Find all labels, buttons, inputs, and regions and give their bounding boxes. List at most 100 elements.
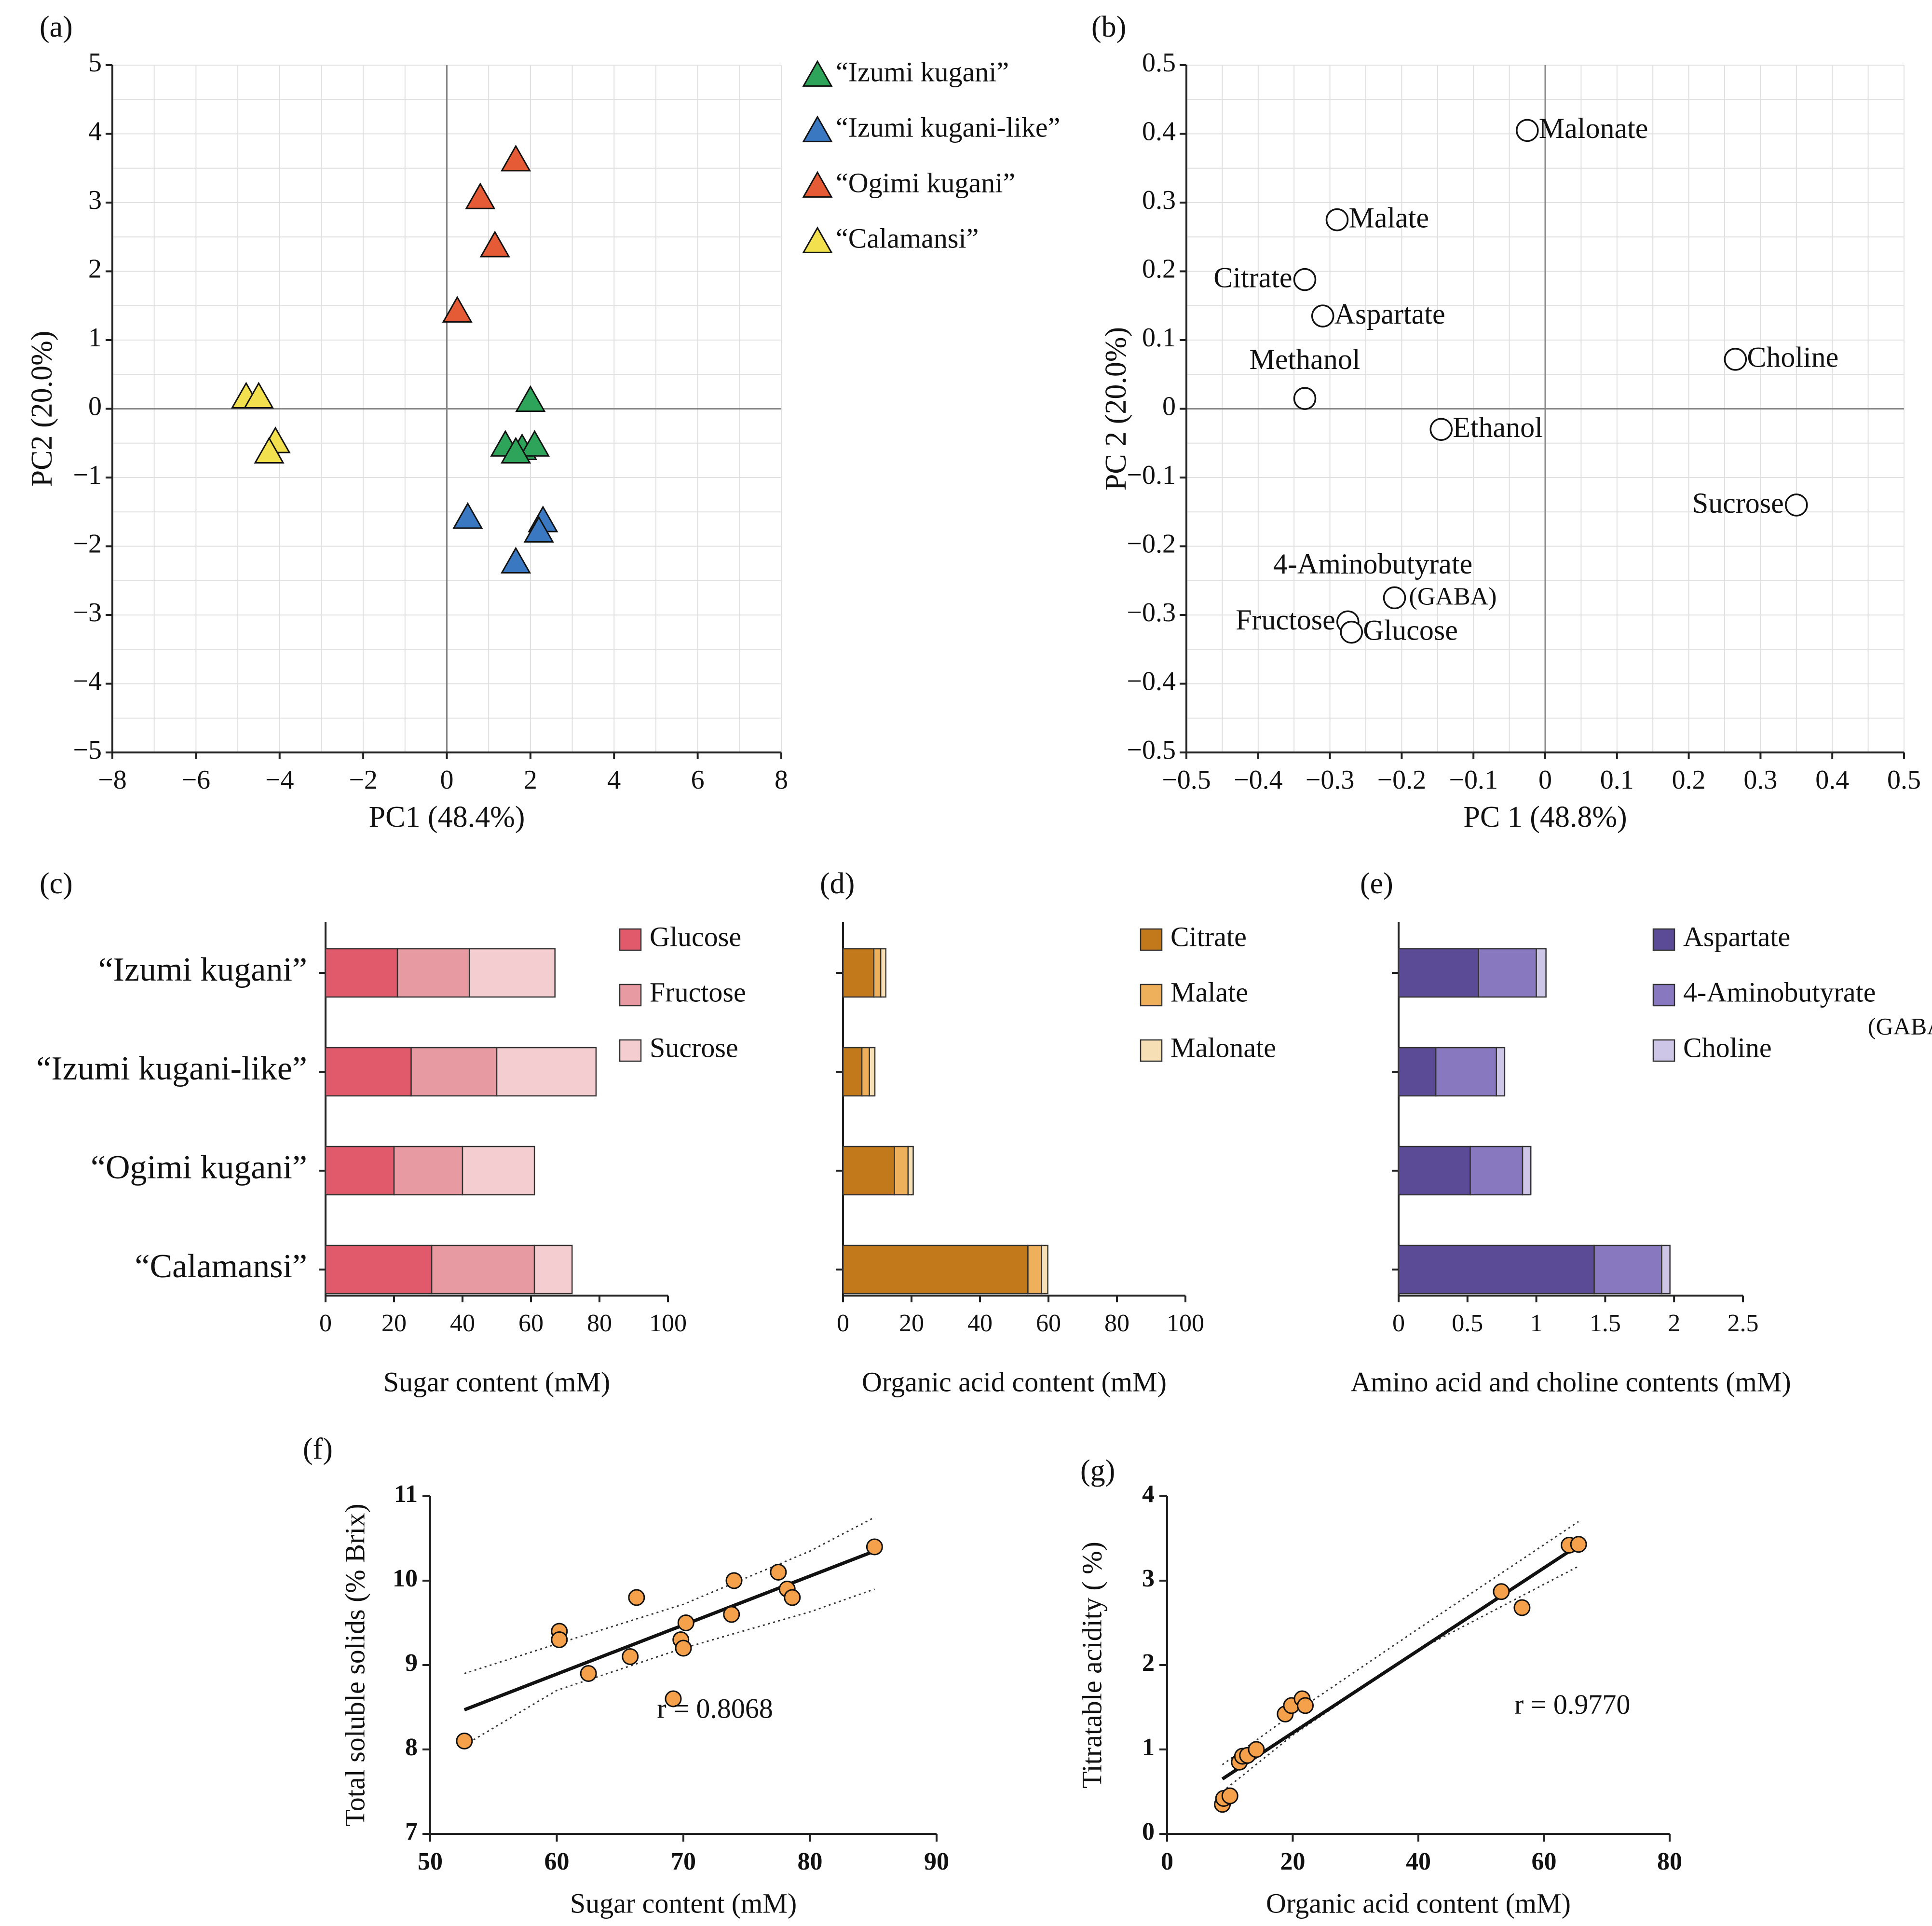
x-tick-label: 90: [924, 1848, 949, 1875]
y-axis-title: PC 2 (20.0%): [1100, 327, 1132, 491]
loading-circle: [1516, 119, 1539, 142]
x-tick-label: −4: [265, 765, 294, 795]
y-tick-label: −5: [73, 735, 102, 765]
x-tick-label: 100: [1167, 1310, 1204, 1337]
bar-segment: [396, 948, 470, 998]
x-tick-label: 80: [1657, 1848, 1682, 1875]
loading-label: Choline: [1747, 341, 1838, 373]
loading-circle: [1325, 208, 1349, 232]
bar-segment: [1027, 1244, 1043, 1295]
y-tick-label: 10: [393, 1565, 418, 1592]
x-tick-label: 0.4: [1815, 765, 1849, 795]
legend-label: “Ogimi kugani”: [836, 167, 1015, 198]
bar-segment: [842, 1146, 895, 1196]
legend-swatch: [1652, 928, 1675, 951]
data-point-triangle: [254, 437, 285, 464]
bar-segment: [325, 1146, 395, 1196]
y-tick-label: 3: [88, 185, 102, 215]
loading-circle: [1340, 620, 1363, 644]
x-tick-label: 40: [1406, 1848, 1431, 1875]
y-tick-label: −0.5: [1127, 735, 1176, 765]
loading-circle: [1293, 387, 1317, 410]
bar-segment: [1469, 1146, 1524, 1196]
data-point-triangle: [515, 385, 546, 412]
y-tick-label: −2: [73, 529, 102, 559]
legend-swatch: [1140, 983, 1163, 1007]
data-point: [665, 1690, 682, 1707]
data-point-triangle: [523, 516, 554, 543]
bar-segment: [861, 1047, 870, 1097]
bar-segment: [1435, 1047, 1497, 1097]
data-point: [1493, 1583, 1510, 1600]
data-point: [784, 1589, 801, 1606]
x-tick-label: 6: [691, 765, 705, 795]
bar-segment: [880, 948, 886, 998]
y-tick-label: −3: [73, 598, 102, 628]
legend-swatch: [1652, 1039, 1675, 1062]
y-tick-label: 0.5: [1142, 48, 1176, 78]
x-tick-label: 40: [967, 1310, 993, 1337]
x-tick-label: 2: [1668, 1310, 1680, 1337]
x-tick-label: 0: [1161, 1848, 1173, 1875]
data-point-triangle: [465, 182, 496, 209]
bar-segment: [1398, 1146, 1471, 1196]
x-tick-label: 80: [1104, 1310, 1129, 1337]
x-tick-label: 60: [518, 1310, 544, 1337]
y-tick-label: 2: [1142, 1649, 1155, 1677]
x-tick-label: 60: [544, 1848, 570, 1875]
bar-segment: [468, 948, 556, 998]
data-point: [1221, 1787, 1238, 1804]
legend-label: “Calamansi”: [836, 222, 979, 254]
data-point: [1248, 1741, 1265, 1758]
x-tick-label: −0.1: [1449, 765, 1498, 795]
bar-segment: [1496, 1047, 1506, 1097]
panel-label-e: (e): [1360, 867, 1393, 900]
data-point: [866, 1538, 883, 1556]
bar-segment: [1041, 1244, 1048, 1295]
legend-swatch: [619, 1039, 642, 1062]
y-tick-label: 0: [1162, 391, 1176, 421]
data-point: [677, 1614, 694, 1631]
bar-segment: [1536, 948, 1547, 998]
legend-label: Aspartate: [1683, 921, 1790, 952]
x-axis-title: PC1 (48.4%): [369, 801, 525, 833]
legend-sublabel: (GABA): [1868, 1012, 1932, 1039]
bar-segment: [842, 1047, 863, 1097]
y-axis-title: Total soluble solids (% Brix): [339, 1503, 370, 1826]
y-tick-label: 0.1: [1142, 323, 1176, 353]
confidence-band-upper: [464, 1516, 875, 1674]
x-tick-label: 2.5: [1728, 1310, 1759, 1337]
x-tick-label: 80: [587, 1310, 612, 1337]
confidence-band-upper: [1222, 1521, 1579, 1765]
bar-segment: [325, 948, 398, 998]
y-tick-label: 0: [88, 391, 102, 421]
x-tick-label: 0: [440, 765, 454, 795]
legend-label: Citrate: [1170, 921, 1247, 952]
y-tick-label: −4: [73, 666, 102, 696]
x-tick-label: −0.5: [1162, 765, 1211, 795]
bar-segment: [325, 1244, 433, 1295]
bar-segment: [842, 948, 875, 998]
data-point-triangle: [452, 502, 483, 529]
category-label: “Calamansi”: [135, 1248, 307, 1285]
data-point-triangle: [519, 430, 550, 457]
correlation-annotation: r = 0.9770: [1514, 1689, 1631, 1720]
x-tick-label: −8: [98, 765, 127, 795]
data-point-triangle: [442, 296, 473, 323]
loading-label: Glucose: [1363, 614, 1458, 646]
y-tick-label: −0.3: [1127, 598, 1176, 628]
legend-label: Choline: [1683, 1032, 1772, 1063]
data-point: [770, 1564, 787, 1581]
x-tick-label: 20: [381, 1310, 407, 1337]
loading-circle: [1785, 493, 1808, 517]
regression-line: [1221, 1544, 1580, 1781]
legend-swatch: [619, 983, 642, 1007]
data-point-triangle: [479, 230, 510, 258]
loading-circle: [1293, 268, 1317, 291]
y-tick-label: −1: [73, 460, 102, 490]
legend-label: Malate: [1170, 976, 1248, 1008]
x-tick-label: 20: [899, 1310, 924, 1337]
data-point: [1297, 1697, 1314, 1714]
data-point-triangle: [500, 144, 531, 172]
x-axis-title: Sugar content (mM): [570, 1887, 797, 1919]
